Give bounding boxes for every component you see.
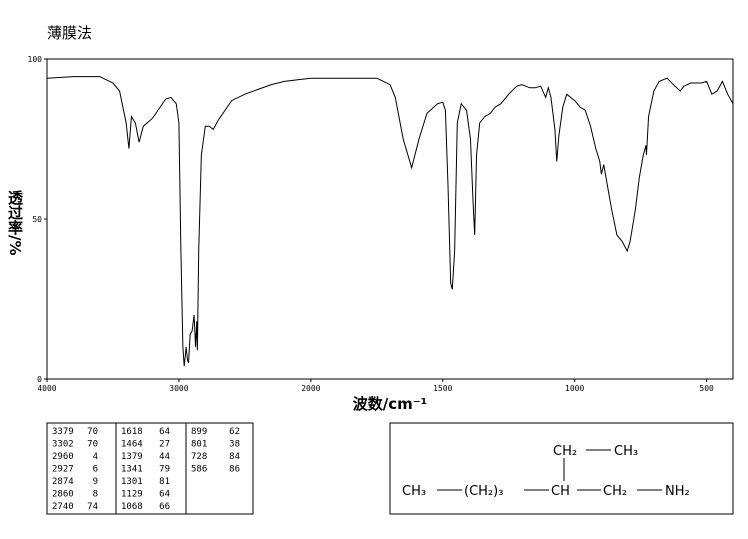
peak-transmittance: 74 <box>87 502 98 512</box>
peak-wavenumber: 1464 <box>121 440 143 450</box>
structure-group: (CH₂)₃ <box>464 484 503 499</box>
peak-transmittance: 9 <box>93 477 98 487</box>
peak-transmittance: 6 <box>93 465 98 475</box>
peak-wavenumber: 2960 <box>52 452 74 462</box>
x-tick-label: 2000 <box>301 384 320 393</box>
peak-wavenumber: 3302 <box>52 440 74 450</box>
peak-transmittance: 62 <box>229 427 240 437</box>
y-axis-label: 透过率/% <box>6 190 24 256</box>
peak-transmittance: 4 <box>93 452 98 462</box>
structure-group: CH <box>551 484 570 499</box>
peak-wavenumber: 1068 <box>121 502 143 512</box>
spectrum-line <box>46 76 734 367</box>
plot-frame <box>46 58 734 380</box>
peak-wavenumber: 3379 <box>52 427 74 437</box>
structure-group: CH₃ <box>402 484 426 499</box>
peak-transmittance: 44 <box>159 452 170 462</box>
peak-wavenumber: 2927 <box>52 465 74 475</box>
page-title: 薄膜法 <box>47 24 92 42</box>
peak-wavenumber: 2874 <box>52 477 74 487</box>
peak-transmittance: 81 <box>159 477 170 487</box>
peak-transmittance: 38 <box>229 440 240 450</box>
peak-transmittance: 8 <box>93 490 98 500</box>
x-tick-label: 1500 <box>433 384 452 393</box>
peak-wavenumber: 1618 <box>121 427 143 437</box>
peak-wavenumber: 1129 <box>121 490 143 500</box>
y-tick-label: 0 <box>37 375 42 384</box>
peak-transmittance: 70 <box>87 427 98 437</box>
y-tick-label: 100 <box>28 55 43 64</box>
peak-table-frame <box>46 422 254 515</box>
peak-transmittance: 66 <box>159 502 170 512</box>
structure-group: NH₂ <box>665 484 690 499</box>
structure-frame <box>389 422 734 515</box>
x-tick-label: 500 <box>699 384 714 393</box>
structure-group: CH₂ <box>603 484 627 499</box>
peak-wavenumber: 1301 <box>121 477 143 487</box>
x-axis-label: 波数/cm⁻¹ <box>353 395 428 413</box>
peak-transmittance: 27 <box>159 440 170 450</box>
peak-wavenumber: 2740 <box>52 502 74 512</box>
y-tick-label: 50 <box>32 215 42 224</box>
structure-group: CH₃ <box>614 444 638 459</box>
peak-wavenumber: 1379 <box>121 452 143 462</box>
peak-wavenumber: 728 <box>191 452 207 462</box>
peak-wavenumber: 1341 <box>121 465 143 475</box>
peak-transmittance: 64 <box>159 490 170 500</box>
peak-wavenumber: 586 <box>191 465 207 475</box>
peak-transmittance: 70 <box>87 440 98 450</box>
structure-group: CH₂ <box>553 444 577 459</box>
peak-transmittance: 84 <box>229 452 240 462</box>
x-tick-label: 3000 <box>169 384 188 393</box>
peak-wavenumber: 801 <box>191 440 207 450</box>
x-tick-label: 4000 <box>37 384 56 393</box>
peak-transmittance: 79 <box>159 465 170 475</box>
x-tick-label: 1000 <box>565 384 584 393</box>
peak-transmittance: 64 <box>159 427 170 437</box>
peak-wavenumber: 2860 <box>52 490 74 500</box>
peak-transmittance: 86 <box>229 465 240 475</box>
peak-wavenumber: 899 <box>191 427 207 437</box>
